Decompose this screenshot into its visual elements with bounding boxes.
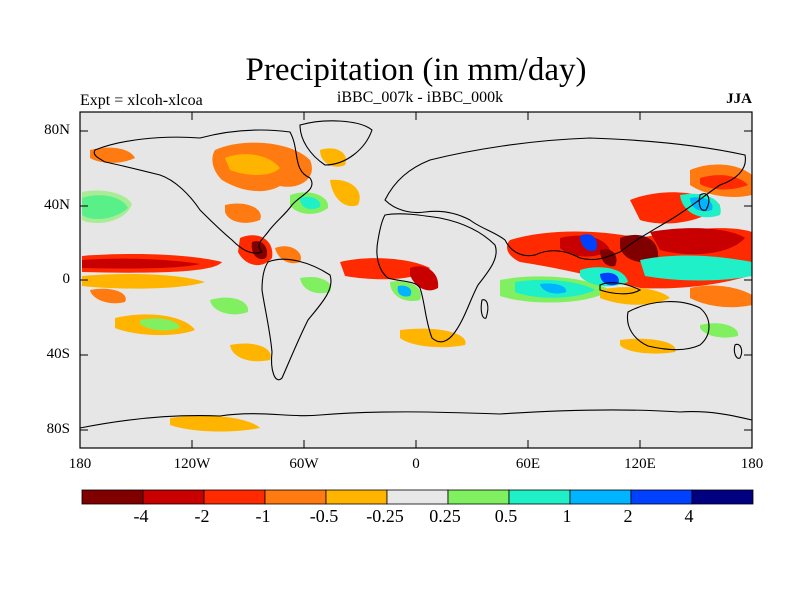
anomaly-patches [82,142,752,432]
anomaly-patch [600,272,619,286]
madagascar-coast [480,299,489,319]
anomaly-patch [90,288,126,304]
map-title: Precipitation (in mm/day) [245,52,587,88]
anomaly-patch [275,246,301,264]
africa-coast [376,213,497,343]
experiment-label: Expt = xlcoh-xlcoa [80,92,203,109]
lon-label-60e: 60E [515,456,541,472]
colorbar-label: 1 [562,506,572,526]
japan-coast [698,193,710,211]
colorbar-box [203,489,266,505]
colorbar-label: -0.25 [366,506,404,526]
colorbar-label: -2 [194,506,210,526]
lon-label-0: 0 [412,456,420,472]
lon-label-180e: 180 [740,456,764,472]
anomaly-patch [600,287,670,305]
colorbar-label: 0.5 [494,506,518,526]
lon-label-180w: 180 [68,456,92,472]
lon-label-60w: 60W [289,456,319,472]
colorbar-box [569,489,632,505]
anomaly-patch [540,283,567,294]
anomaly-patch [170,415,260,432]
lat-label-80n: 80N [44,122,70,138]
anomaly-patch [400,328,466,348]
colorbar-box [386,489,449,505]
australia-coast [626,301,710,351]
anomaly-patch [225,154,280,175]
coastlines [79,120,753,429]
colorbar-label: -4 [133,506,149,526]
anomaly-patch [580,234,598,252]
colorbar-box [630,489,693,505]
colorbar-label: 2 [623,506,633,526]
new-zealand-coast [733,343,743,359]
colorbar-box [508,489,571,505]
anomaly-patch [330,179,360,207]
lon-label-120e: 120E [624,456,656,472]
eurasia-coast [384,137,746,261]
colorbar-label: 0.25 [429,506,461,526]
anomaly-patch [340,258,430,280]
lat-label-80s: 80S [46,421,70,437]
colorbar-box [691,489,754,505]
anomaly-patch [82,190,132,223]
anomaly-patch [300,196,321,210]
anomaly-patch [397,285,412,297]
anomaly-patch [700,175,748,190]
colorbar-box [81,489,144,505]
colorbar [81,489,754,505]
lat-label-0: 0 [62,271,71,287]
anomaly-patch [690,285,752,308]
colorbar-label: -0.5 [309,506,339,526]
lat-label-40n: 40N [44,197,70,213]
anomaly-patch [230,343,271,362]
lon-ticks [79,112,753,448]
anomaly-patch [82,274,205,289]
anomaly-patch [300,276,331,294]
colorbar-box [325,489,388,505]
anomaly-patch [620,234,659,263]
anomaly-patch [90,147,135,163]
colorbar-label: 4 [684,506,694,526]
case-label: iBBC_007k - iBBC_000k [336,89,504,106]
season-label: JJA [726,91,752,107]
colorbar-label: -1 [255,506,271,526]
colorbar-box [447,489,510,505]
lat-ticks [80,130,752,431]
anomaly-patch [650,228,745,255]
anomaly-patch [600,249,617,267]
antarctica-coast [79,409,753,429]
anomaly-patch [82,258,200,269]
anomaly-patch [140,318,180,331]
lat-label-40s: 40S [46,346,70,362]
south-america-coast [261,258,332,381]
anomaly-patch [410,266,439,291]
indonesia-coast [599,282,642,295]
lon-label-120w: 120W [173,456,211,472]
greenland-coast [299,120,373,166]
anomaly-patch [251,241,268,260]
colorbar-box [142,489,205,505]
anomaly-patch [640,255,752,281]
north-america-coast [93,129,313,254]
anomaly-patch [210,297,249,315]
colorbar-box [264,489,327,505]
anomaly-patch [225,203,261,223]
